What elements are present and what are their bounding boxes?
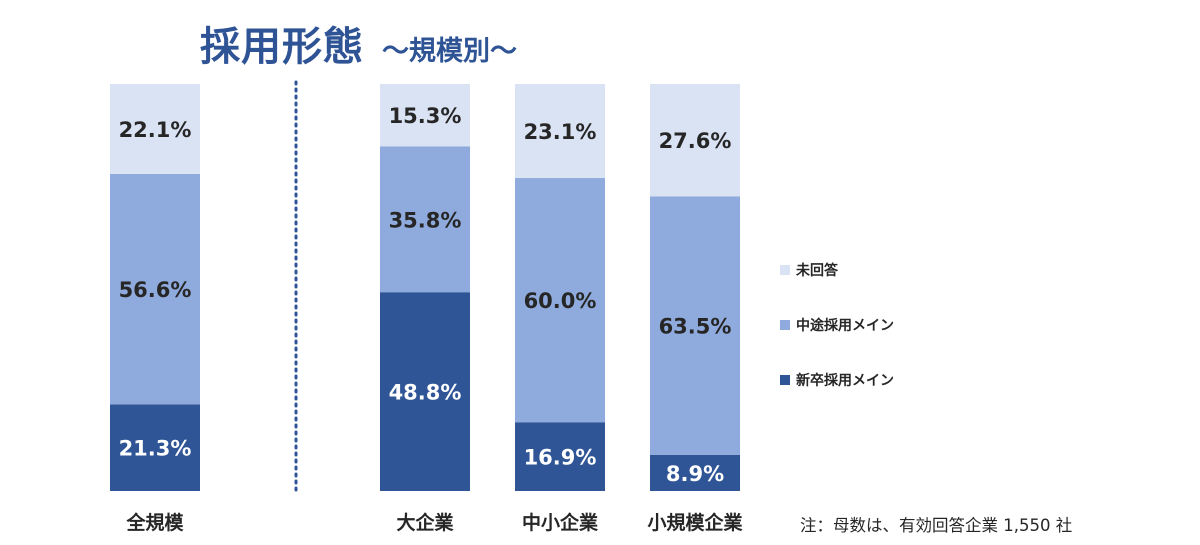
data-label-chuto-0: 56.6%: [119, 278, 192, 302]
data-label-mikaito-2: 23.1%: [524, 120, 597, 144]
category-label-2: 中小企業: [522, 511, 599, 534]
sample-size-note: 注：母数は、有効回答企業 1,550 社: [800, 516, 1073, 535]
bar-chuto-2: [515, 178, 605, 423]
legend-label-chuto: 中途採用メイン: [796, 317, 894, 334]
data-label-mikaito-0: 22.1%: [119, 118, 192, 142]
data-label-mikaito-3: 27.6%: [659, 129, 732, 153]
category-label-0: 全規模: [125, 511, 184, 534]
legend-swatch-chuto: [780, 320, 790, 330]
bar-chuto-3: [650, 196, 740, 455]
data-label-chuto-1: 35.8%: [389, 208, 462, 232]
data-label-chuto-2: 60.0%: [524, 289, 597, 313]
data-label-shinsotsu-1: 48.8%: [389, 381, 462, 405]
category-label-1: 大企業: [396, 511, 454, 534]
bar-shinsotsu-3: [650, 454, 740, 491]
chart-title-group: 採用形態 ～規模別～: [200, 14, 517, 72]
bar-chuto-1: [380, 146, 470, 293]
legend-swatch-shinsotsu: [780, 375, 790, 385]
category-label-3: 小規模企業: [647, 511, 743, 534]
bar-mikaito-1: [380, 84, 470, 147]
legend-label-shinsotsu: 新卒採用メイン: [796, 372, 894, 389]
legend-label-mikaito: 未回答: [796, 262, 839, 279]
bar-shinsotsu-2: [515, 422, 605, 491]
bar-chuto-0: [110, 173, 200, 405]
data-label-shinsotsu-0: 21.3%: [119, 437, 192, 461]
data-label-shinsotsu-2: 16.9%: [524, 446, 597, 470]
data-label-chuto-3: 63.5%: [659, 315, 732, 339]
bar-mikaito-0: [110, 84, 200, 174]
bar-mikaito-3: [650, 84, 740, 197]
chart-subtitle: ～規模別～: [382, 36, 517, 67]
chart-title: 採用形態: [200, 24, 364, 70]
bar-shinsotsu-0: [110, 404, 200, 491]
data-label-mikaito-1: 15.3%: [389, 104, 462, 128]
bar-shinsotsu-1: [380, 292, 470, 491]
bar-mikaito-2: [515, 84, 605, 179]
legend-swatch-mikaito: [780, 265, 790, 275]
data-label-shinsotsu-3: 8.9%: [666, 462, 724, 486]
